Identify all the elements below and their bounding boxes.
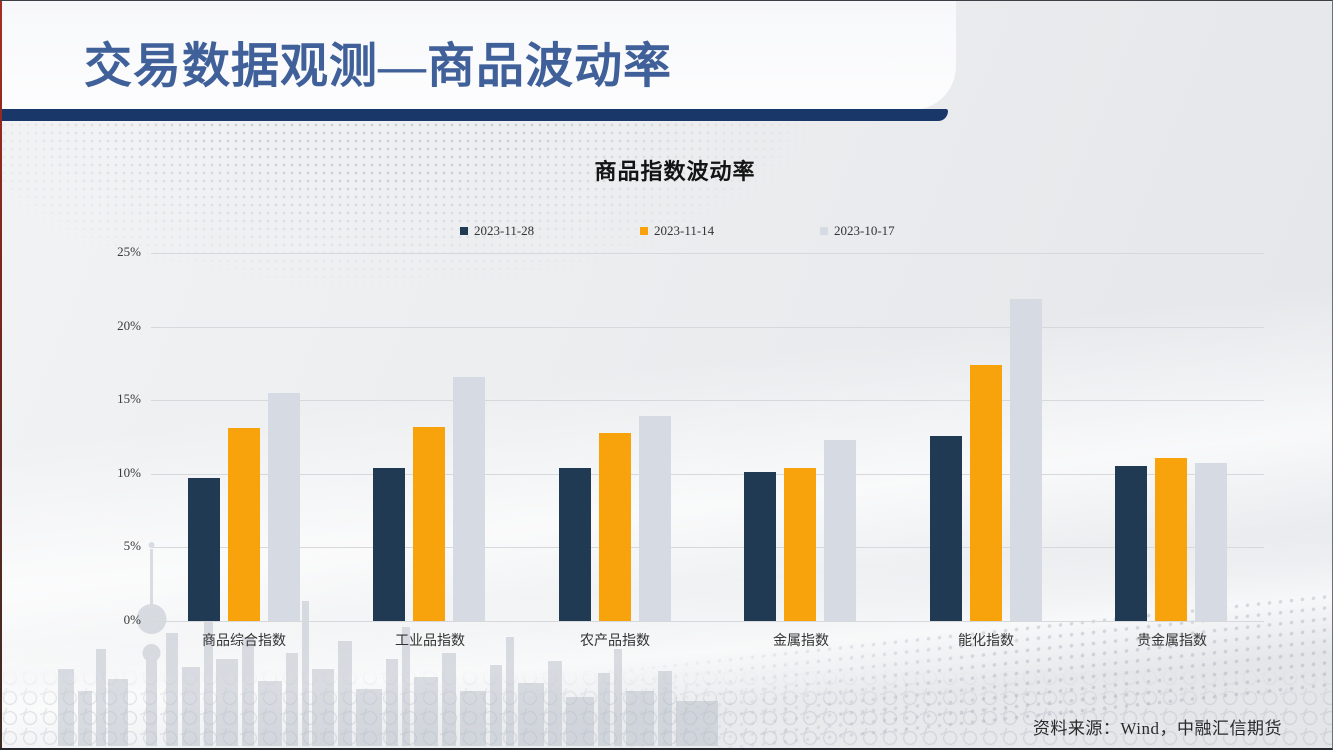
source-note: 资料来源：Wind，中融汇信期货 [1032,719,1282,738]
category-label: 贵金属指数 [1137,634,1207,649]
city-skyline-silhouette [58,542,718,746]
bar [1155,458,1187,621]
legend-swatch [820,227,828,235]
category-label: 商品综合指数 [202,634,286,649]
left-edge-accent [0,1,2,748]
bar [453,377,485,621]
bar [930,436,962,621]
y-tick-label: 10% [117,465,141,480]
y-tick-label: 15% [117,391,141,406]
bar [824,440,856,621]
legend-item: 2023-10-17 [820,223,895,239]
header-band [0,1,956,110]
bar [599,433,631,621]
gridline [151,327,1264,328]
category-label: 工业品指数 [395,634,465,649]
bar [1010,299,1042,621]
bar [784,468,816,621]
bar [1195,463,1227,621]
category-label: 农产品指数 [580,634,650,649]
bar [188,478,220,621]
legend-label: 2023-11-14 [654,223,715,238]
bar [268,393,300,621]
category-label: 能化指数 [958,634,1014,649]
legend-item: 2023-11-14 [640,223,714,239]
bar [559,468,591,621]
legend-swatch [460,227,468,235]
legend-label: 2023-11-28 [474,223,535,238]
bar [373,468,405,621]
y-tick-label: 5% [123,538,141,553]
bar [1115,466,1147,621]
bar [744,472,776,621]
title-divider-bar [0,109,948,121]
category-label: 金属指数 [773,634,829,649]
gridline [151,621,1264,622]
bar [413,427,445,621]
legend-item: 2023-11-28 [460,223,534,239]
legend-swatch [640,227,648,235]
legend-label: 2023-10-17 [834,223,895,238]
y-tick-label: 20% [117,318,141,333]
gridline [151,474,1264,475]
gridline [151,253,1264,254]
bar [639,416,671,621]
y-tick-label: 0% [123,612,141,627]
bar [228,428,260,621]
gridline [151,400,1264,401]
gridline [151,547,1264,548]
slide-title: 交易数据观测—商品波动率 [84,40,673,93]
bar [970,365,1002,621]
y-tick-label: 25% [117,244,141,259]
chart-title: 商品指数波动率 [594,159,756,184]
